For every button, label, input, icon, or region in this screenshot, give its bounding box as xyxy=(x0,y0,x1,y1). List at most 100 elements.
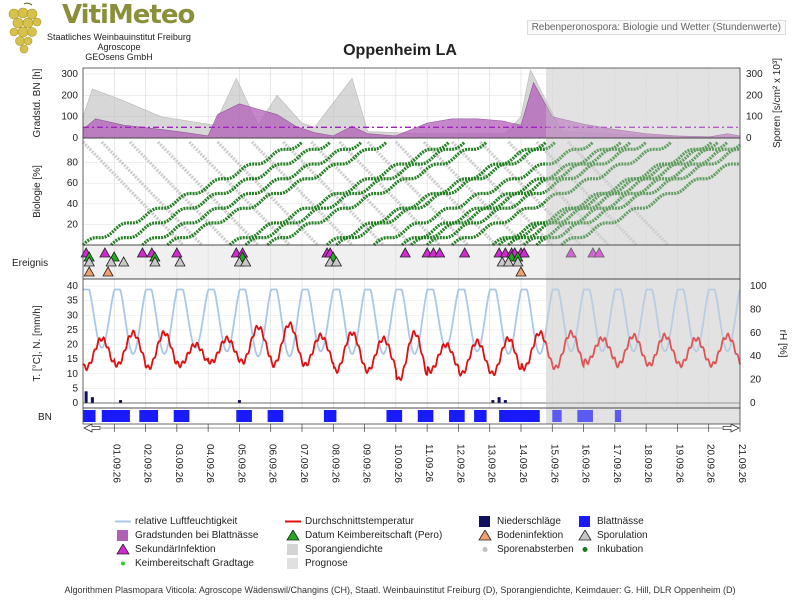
date-tick-label: 16.09.26 xyxy=(580,444,591,483)
precip-bar xyxy=(119,400,123,403)
grape-icon xyxy=(8,2,42,54)
legend-label: Durchschnittstemperatur xyxy=(305,516,414,527)
legend-label: Blattnässe xyxy=(597,516,644,527)
date-tick-label: 05.09.26 xyxy=(235,444,246,483)
date-tick-label: 13.09.26 xyxy=(486,444,497,483)
sq-prog-icon xyxy=(285,557,301,569)
blattnaesse-block xyxy=(173,410,190,422)
blattnaesse-block xyxy=(267,410,284,422)
top-ylabel-right: Sporen [s/cm² x 10³] xyxy=(772,58,783,148)
wx-ytick-left: 40 xyxy=(67,281,79,292)
panel-border-bn xyxy=(82,407,741,425)
sekundarinfektion-marker xyxy=(518,247,530,258)
top-ytick-left: 0 xyxy=(72,133,78,144)
blattnaesse-block xyxy=(386,410,403,422)
footer-credits: Algorithmen Plasmopara Viticola: Agrosco… xyxy=(64,585,736,595)
legend-label: Sporangiendichte xyxy=(305,544,383,555)
sporenabsterben-curve xyxy=(566,140,670,247)
wx-ytick-right: 20 xyxy=(750,375,762,386)
sporenabsterben-curve xyxy=(282,140,385,247)
legend-label: SekundärInfektion xyxy=(135,544,216,555)
sporenabsterben-curve xyxy=(394,140,498,247)
wx-ytick-left: 15 xyxy=(67,354,79,365)
line-humidity-icon xyxy=(115,516,131,527)
precip-bar xyxy=(237,400,241,403)
wx-ytick-left: 30 xyxy=(67,310,79,321)
scroll-left-arrow-icon xyxy=(83,423,101,433)
sporenabsterben-curve xyxy=(100,140,204,247)
legend-item: Durchschnittstemperatur xyxy=(285,515,414,528)
blattnaesse-block xyxy=(449,410,465,422)
legend-item: Gradstunden bei Blattnässe xyxy=(115,529,258,542)
blattnaesse-block xyxy=(499,410,540,422)
blattnaesse-block xyxy=(614,410,622,422)
sporulation-marker xyxy=(330,256,343,267)
sq-leaf-icon xyxy=(577,515,593,527)
date-tick-label: 04.09.26 xyxy=(204,444,215,483)
sporulation-marker xyxy=(512,256,524,267)
inkubation-curve xyxy=(244,140,466,247)
sekundarinfektion-marker xyxy=(171,247,183,258)
precip-bar xyxy=(84,391,88,403)
sq-grad-icon xyxy=(115,529,131,541)
wx-ytick-left: 0 xyxy=(72,398,78,409)
legend-label: Prognose xyxy=(305,558,348,569)
wx-ytick-right: 0 xyxy=(750,398,756,409)
date-tick-label: 09.09.26 xyxy=(361,444,372,483)
inkubation-curve xyxy=(228,140,451,247)
sekundarinfektion-marker xyxy=(593,247,605,258)
sporulation-marker xyxy=(174,256,186,267)
top-ytick-right: 200 xyxy=(746,90,763,101)
top-ytick-left: 100 xyxy=(61,112,78,123)
tri-gray-icon xyxy=(577,529,593,541)
blattnaesse-block xyxy=(83,410,96,422)
wx-ytick-right: 80 xyxy=(750,304,762,315)
forecast-overlay xyxy=(546,68,740,424)
bio-ytick: 20 xyxy=(67,219,79,230)
legend-label: Sporenabsterben xyxy=(497,544,574,555)
wx-ytick-left: 5 xyxy=(72,383,78,394)
date-tick-label: 19.09.26 xyxy=(673,444,684,483)
precip-bar xyxy=(503,400,507,403)
bio-ylabel: Biologie [%] xyxy=(32,165,43,218)
legend-item: SekundärInfektion xyxy=(115,543,216,556)
sekundarinfektion-marker xyxy=(459,247,471,258)
date-tick-label: 03.09.26 xyxy=(173,444,184,483)
sporenabsterben-curve xyxy=(507,140,610,247)
sporenabsterben-curve xyxy=(81,140,185,247)
tri-magenta-icon xyxy=(115,543,131,555)
sporenabsterben-curve xyxy=(479,140,582,247)
sporenabsterben-curve xyxy=(250,140,354,247)
sporulation-marker xyxy=(83,256,95,267)
sq-precip-icon xyxy=(477,515,493,527)
bio-ytick: 60 xyxy=(67,178,79,189)
date-tick-label: 08.09.26 xyxy=(329,444,340,483)
wx-ytick-right: 40 xyxy=(750,351,762,362)
sporenabsterben-curve xyxy=(366,140,469,247)
wx-ytick-left: 25 xyxy=(67,325,79,336)
logo-line-1: Staatliches Weinbauinstitut Freiburg xyxy=(47,32,191,42)
date-tick-label: 07.09.26 xyxy=(298,444,309,483)
sporenabsterben-curve xyxy=(156,140,260,247)
top-ytick-right: 0 xyxy=(746,133,752,144)
legend-item: Niederschläge xyxy=(477,515,561,528)
legend-label: Gradstunden bei Blattnässe xyxy=(135,530,259,541)
date-tick-label: 17.09.26 xyxy=(611,444,622,483)
top-ytick-left: 200 xyxy=(61,90,78,101)
dot-green-icon xyxy=(577,544,593,555)
inkubation-curve xyxy=(535,147,741,247)
sq-spor-icon xyxy=(285,543,301,555)
inkubation-curve xyxy=(335,140,557,247)
inkubation-curve xyxy=(266,140,488,247)
dot-gray-icon xyxy=(477,544,493,555)
chart-legend: relative Luftfeuchtigkeit Durchschnittste… xyxy=(115,515,675,575)
logo-line-3: GEOsens GmbH xyxy=(85,52,153,62)
logo-text: VitiMeteo xyxy=(62,0,195,30)
wx-ytick-left: 35 xyxy=(67,296,79,307)
blattnaesse-block xyxy=(139,410,159,422)
humidity-line xyxy=(82,288,741,358)
bodeninfektion-marker xyxy=(102,266,114,277)
precip-bar xyxy=(497,397,501,403)
inkubation-curve xyxy=(491,140,713,247)
sekundarinfektion-marker xyxy=(565,247,577,258)
